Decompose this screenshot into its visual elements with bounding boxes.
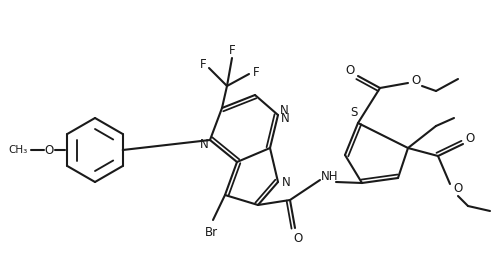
Text: N: N [282, 175, 290, 189]
Text: O: O [454, 183, 463, 195]
Text: O: O [465, 132, 475, 146]
Text: F: F [229, 45, 235, 57]
Text: O: O [411, 73, 421, 87]
Text: CH₃: CH₃ [8, 145, 27, 155]
Text: O: O [45, 143, 54, 156]
Text: Br: Br [205, 226, 218, 238]
Text: N: N [280, 104, 288, 116]
Text: O: O [345, 64, 355, 77]
Text: F: F [200, 57, 206, 70]
Text: S: S [350, 107, 358, 120]
Text: N: N [200, 138, 208, 151]
Text: O: O [293, 231, 302, 245]
Text: F: F [253, 65, 260, 78]
Text: NH: NH [321, 170, 339, 183]
Text: N: N [281, 112, 289, 125]
